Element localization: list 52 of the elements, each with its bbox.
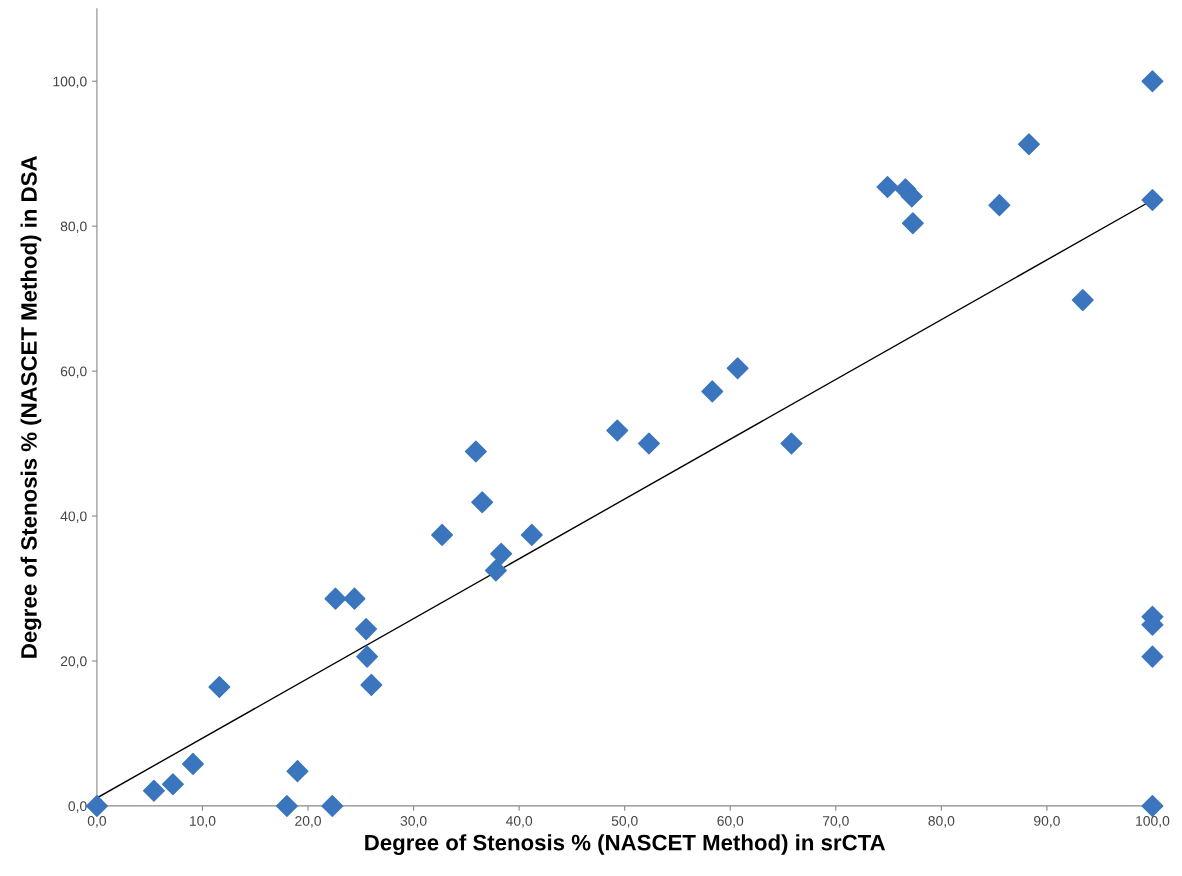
- point: [343, 587, 366, 610]
- y-tick-label: 80,0: [60, 221, 87, 233]
- x-axis-title: Degree of Stenosis % (NASCET Method) in srCTA: [365, 834, 886, 855]
- point: [142, 779, 165, 802]
- point: [520, 523, 543, 546]
- point: [431, 523, 454, 546]
- y-tick-label: 100,0: [53, 76, 87, 89]
- point: [85, 794, 108, 817]
- point: [1071, 289, 1094, 312]
- point: [1017, 133, 1040, 156]
- x-tick-label: 80,0: [928, 816, 955, 828]
- x-tick-label: 0,0: [87, 816, 107, 828]
- point: [324, 587, 347, 610]
- x-tick-label: 10,0: [190, 816, 216, 828]
- y-tick-label: 0,0: [68, 801, 87, 813]
- x-tick-label: 40,0: [505, 816, 533, 828]
- point: [726, 357, 749, 380]
- point: [901, 212, 924, 235]
- point: [1141, 645, 1164, 668]
- point: [181, 752, 204, 775]
- point: [1141, 70, 1164, 93]
- point: [606, 419, 629, 442]
- x-tick-label: 100,0: [1136, 816, 1170, 828]
- point: [876, 176, 899, 199]
- point: [161, 773, 184, 796]
- point: [484, 559, 507, 582]
- y-axis-title: Degree of Stenosis % (NASCET Method) in DSA: [20, 156, 42, 658]
- point: [321, 794, 344, 817]
- point: [1141, 794, 1164, 817]
- point: [356, 645, 379, 668]
- y-tick-label: 20,0: [60, 656, 87, 668]
- x-tick-label: 70,0: [822, 816, 849, 828]
- point: [355, 618, 378, 641]
- point: [471, 491, 494, 514]
- point: [637, 432, 660, 455]
- point: [701, 380, 724, 403]
- y-tick-label: 40,0: [60, 511, 87, 523]
- x-tick-label: 20,0: [295, 816, 321, 828]
- x-tick-label: 50,0: [611, 816, 638, 828]
- x-tick-label: 30,0: [400, 816, 427, 828]
- point: [780, 432, 803, 455]
- point: [286, 760, 309, 783]
- x-tick-label: 90,0: [1034, 816, 1060, 828]
- point: [208, 676, 231, 699]
- point: [1141, 189, 1164, 212]
- point: [275, 794, 298, 817]
- point: [988, 194, 1011, 217]
- point: [360, 673, 383, 696]
- point: [464, 440, 487, 463]
- x-tick-label: 60,0: [717, 816, 744, 828]
- y-tick-label: 60,0: [60, 366, 87, 378]
- point: [490, 542, 513, 565]
